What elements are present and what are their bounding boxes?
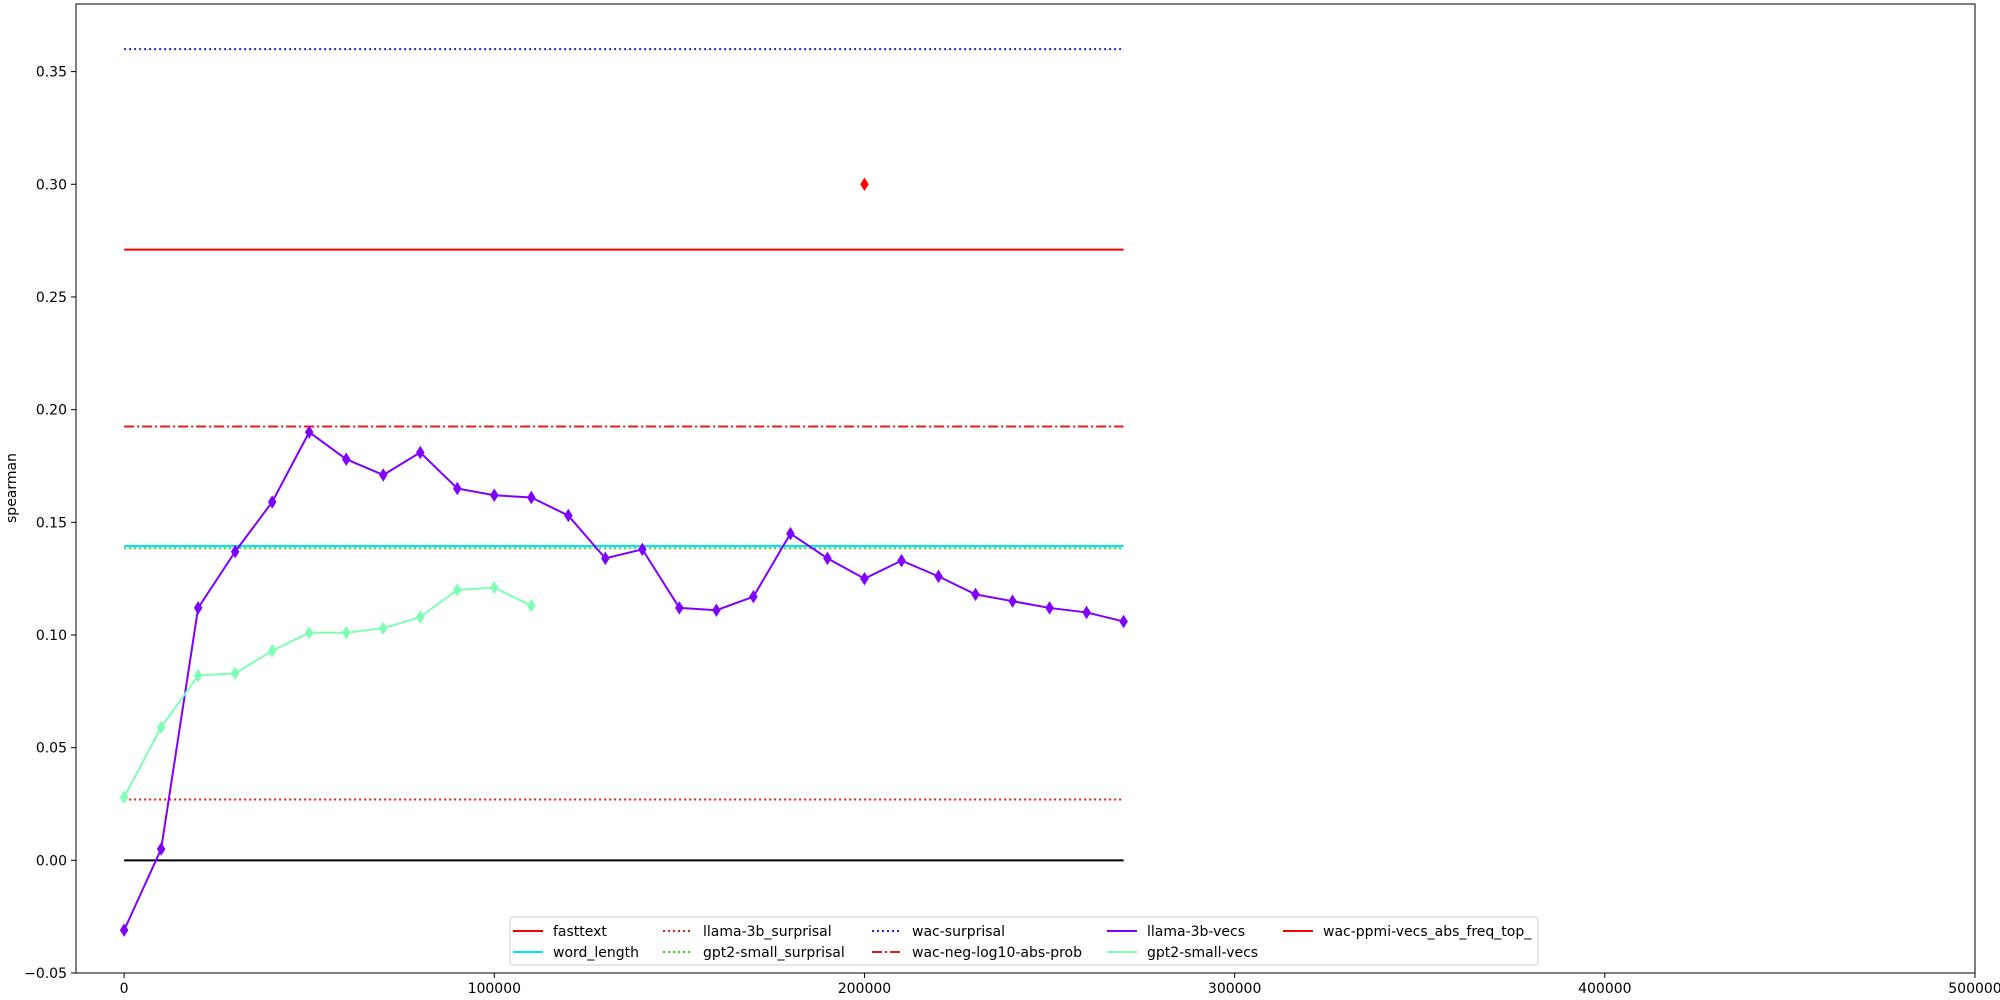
series-llama-3b-vecs-point: [786, 526, 795, 541]
series-llama-3b-vecs-point: [823, 551, 832, 566]
series-llama-3b-vecs-point: [119, 923, 129, 937]
series-llama-3b-vecs-point: [712, 603, 721, 617]
series-llama-3b-vecs-point: [490, 488, 499, 503]
series-llama-3b-vecs-point: [564, 508, 573, 523]
series-llama-3b-vecs-point: [267, 495, 277, 509]
series-llama-3b-vecs-point: [675, 601, 684, 615]
legend-label-wac-surprisal: wac-surprisal: [912, 924, 1005, 940]
y-tick-label: 0.05: [36, 741, 67, 757]
y-tick-label: 0.35: [36, 65, 67, 81]
y-tick-label: 0.10: [36, 628, 67, 644]
y-axis-label: spearman: [4, 453, 20, 523]
series-layer: [119, 48, 1128, 937]
x-axis-ticks: 0 100000 200000 300000 400000 500000: [120, 973, 2000, 997]
y-tick-label: 0.00: [36, 853, 67, 869]
legend-label-fasttext: fasttext: [553, 924, 607, 940]
series-gpt2-small-vecs-point: [378, 621, 388, 635]
y-axis-ticks: −0.05 0.00 0.05 0.10 0.15 0.20 0.25 0.30 0.35: [24, 65, 76, 982]
series-gpt2-small-vecs-point: [156, 720, 166, 735]
series-llama-3b-vecs-point: [1045, 601, 1054, 615]
series-llama-3b-vecs-point: [1008, 594, 1017, 608]
legend-box: [509, 916, 1539, 966]
plot-area: [75, 3, 1976, 974]
series-llama-3b-vecs-point: [230, 544, 240, 559]
series-llama-3b-vecs-point: [1119, 614, 1128, 629]
series-llama-3b-vecs-point: [897, 553, 906, 568]
legend-label-wac-ppmi-vecs-abs-freq-top: wac-ppmi-vecs_abs_freq_top_: [1323, 924, 1532, 940]
series-llama-3b-vecs-point: [638, 542, 647, 557]
legend-label-gpt2-small-vecs: gpt2-small-vecs: [1147, 945, 1258, 961]
series-llama-3b-vecs-point: [378, 468, 388, 482]
series-llama-3b-vecs-point: [415, 445, 425, 460]
y-tick-label: −0.05: [24, 966, 67, 982]
series-llama-3b-vecs-line: [123, 430, 1124, 931]
series-llama-3b-vecs-point: [193, 601, 203, 615]
series-llama-3b-vecs-point: [341, 452, 351, 466]
series-llama-3b-vecs-point: [1082, 605, 1091, 620]
series-llama-3b-vecs-point: [527, 490, 536, 505]
series-gpt2-small-vecs-point: [415, 610, 425, 624]
series-gpt2-small-vecs-point: [119, 790, 129, 804]
series-gpt2-small-vecs-point: [453, 583, 462, 597]
series-llama-3b-vecs-point: [749, 589, 758, 604]
series-llama-3b-vecs-point: [934, 569, 943, 584]
y-tick-label: 0.30: [36, 177, 67, 193]
series-wac-ppmi-vecs-abs-freq-top-point: [860, 177, 869, 192]
x-tick-label: 0: [120, 981, 129, 997]
x-tick-label: 400000: [1578, 981, 1631, 997]
legend-label-gpt2-small-surprisal: gpt2-small_surprisal: [703, 945, 845, 961]
series-gpt2-small-vecs-line: [123, 586, 532, 798]
x-tick-label: 100000: [468, 981, 521, 997]
y-tick-label: 0.15: [36, 515, 67, 531]
series-llama-3b-vecs-point: [304, 425, 314, 439]
series-gpt2-small-vecs-point: [267, 644, 277, 658]
series-gpt2-small-vecs-point: [490, 580, 499, 595]
series-llama-3b-vecs-point: [601, 551, 610, 566]
x-tick-label: 300000: [1208, 981, 1261, 997]
series-gpt2-small-vecs-point: [527, 598, 536, 613]
series-llama-3b-vecs-point: [156, 842, 166, 856]
x-tick-label: 500000: [1948, 981, 2000, 997]
legend-label-llama-3b-surprisal: llama-3b_surprisal: [703, 924, 832, 940]
legend-label-word-length: word_length: [553, 945, 639, 961]
series-gpt2-small-vecs-point: [341, 625, 351, 640]
series-gpt2-small-vecs-point: [230, 666, 240, 681]
y-tick-label: 0.20: [36, 403, 67, 419]
legend-label-wac-neg-log10-abs-prob: wac-neg-log10-abs-prob: [912, 945, 1082, 961]
x-tick-label: 200000: [838, 981, 891, 997]
y-tick-label: 0.25: [36, 290, 67, 306]
series-llama-3b-vecs-point: [971, 587, 980, 602]
series-gpt2-small-vecs-point: [304, 625, 314, 640]
series-gpt2-small-vecs-point: [193, 668, 203, 683]
series-llama-3b-vecs-point: [453, 481, 462, 496]
legend-label-llama-3b-vecs: llama-3b-vecs: [1147, 924, 1245, 940]
legend: fasttext word_length llama-3b_surprisalgpt…: [509, 916, 1539, 966]
series-llama-3b-vecs-point: [860, 571, 869, 586]
